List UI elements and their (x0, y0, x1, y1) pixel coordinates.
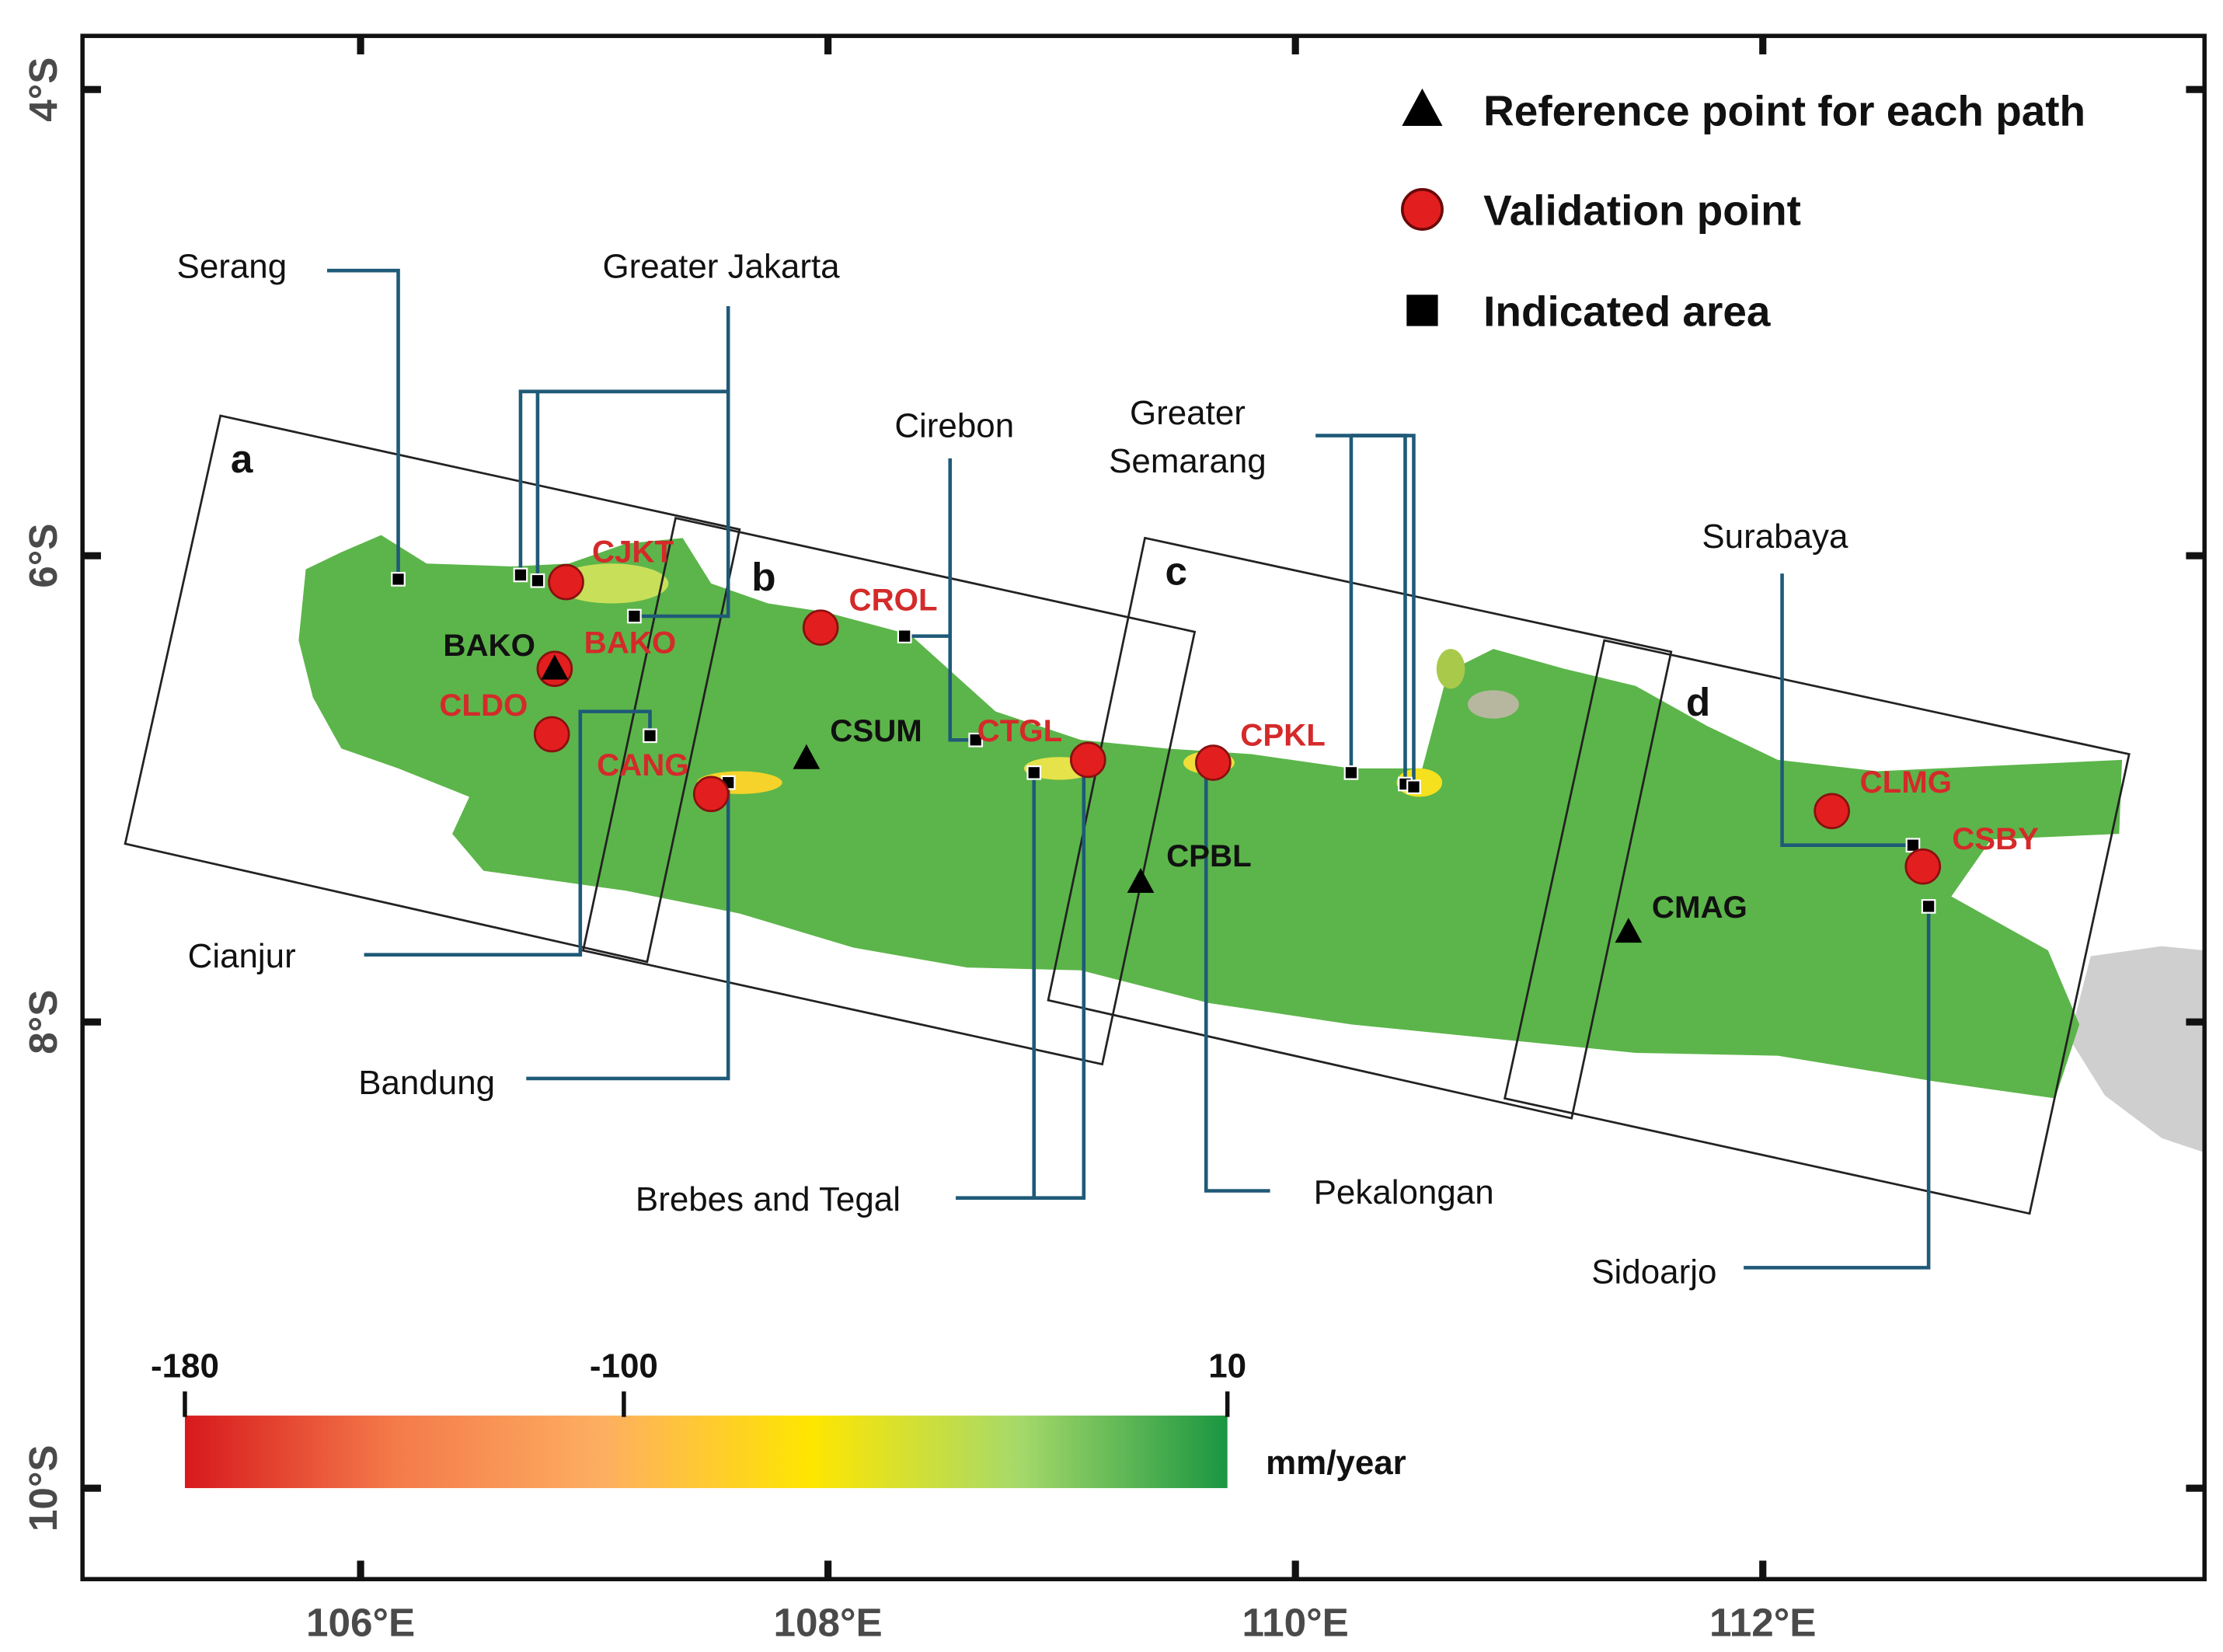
legend-square (1406, 295, 1438, 326)
validation-label: BAKO (584, 626, 677, 660)
map-frame (80, 33, 2207, 1581)
circle-marker (1195, 744, 1232, 781)
legend-label: Indicated area (1483, 288, 1771, 336)
area-label-line: Brebes and Tegal (636, 1180, 901, 1218)
legend-circle (1400, 188, 1444, 231)
x-tick-label: 110°E (1242, 1600, 1349, 1644)
square-marker (513, 567, 528, 583)
legend-label: Validation point (1483, 186, 1801, 235)
swath (581, 517, 1197, 1066)
area-label: Cianjur (188, 937, 296, 975)
reference-label: CSUM (830, 713, 922, 748)
colorbar-tick-label: -180 (151, 1347, 219, 1385)
square-marker (1921, 899, 1936, 914)
area-label: Bandung (358, 1064, 495, 1102)
x-tick-label: 108°E (774, 1600, 883, 1644)
y-tick-label: 4°S (21, 58, 65, 122)
area-label: Pekalongan (1314, 1173, 1494, 1211)
validation-label: CTGL (977, 713, 1063, 748)
island (298, 535, 2123, 1099)
square-marker (530, 573, 545, 588)
reference-label: CMAG (1652, 890, 1747, 925)
area-label-line: Greater (1130, 394, 1246, 432)
circle-marker (533, 716, 570, 753)
square-marker (1406, 779, 1421, 794)
square-marker (391, 572, 406, 587)
triangle-marker (541, 654, 569, 680)
symbols (533, 88, 1942, 943)
swath (1503, 639, 2131, 1215)
colorbar-tick-label: -100 (590, 1347, 658, 1385)
square-marker (1026, 765, 1042, 780)
leader-lines (327, 268, 1931, 1270)
colorbar-tick-label: 10 (1208, 1347, 1246, 1385)
y-tick-label: 6°S (21, 524, 65, 588)
path-label: b (751, 555, 775, 599)
area-label-line: Cirebon (894, 406, 1014, 444)
square-marker (643, 728, 657, 744)
area-label-line: Sidoarjo (1591, 1253, 1716, 1291)
colorbar (184, 1415, 1228, 1489)
validation-label: CPKL (1240, 718, 1326, 753)
circle-marker (802, 609, 839, 646)
terrain (2069, 946, 2205, 1153)
square-marker (627, 608, 642, 624)
circle-marker (692, 775, 730, 813)
area-markers (391, 567, 1936, 914)
triangle-marker (793, 744, 821, 769)
validation-label: CROL (849, 583, 938, 618)
area-label: Surabaya (1702, 518, 1848, 556)
area-label: Serang (177, 247, 287, 285)
path-label: a (231, 437, 253, 481)
square-marker (968, 732, 984, 748)
circle-marker (1904, 848, 1942, 885)
area-label: Greater Jakarta (602, 247, 840, 285)
reference-label: BAKO (443, 628, 535, 663)
colorbar-unit: mm/year (1266, 1444, 1406, 1482)
area-label-line: Pekalongan (1314, 1173, 1494, 1211)
area-label-line: Semarang (1109, 442, 1267, 480)
circle-marker (1069, 741, 1106, 779)
triangle-marker (1402, 88, 1443, 126)
path-label: c (1166, 549, 1188, 594)
x-tick-label: 112°E (1709, 1600, 1816, 1644)
legend-label: Reference point for each path (1483, 87, 2085, 135)
swath (124, 414, 741, 964)
area-label: Brebes and Tegal (636, 1180, 901, 1218)
area-label: Cirebon (894, 406, 1014, 444)
area-label-line: Surabaya (1702, 518, 1848, 556)
validation-label: CLDO (439, 688, 528, 723)
area-label-line: Bandung (358, 1064, 495, 1102)
area-label: Greater Semarang (1109, 394, 1267, 480)
y-tick-label: 10°S (21, 1445, 65, 1532)
area-label-line: Cianjur (188, 937, 296, 975)
square-marker (1343, 765, 1359, 780)
triangle-marker (1615, 918, 1643, 943)
swath (1047, 536, 1673, 1120)
circle-marker (548, 563, 584, 601)
validation-label: CLMG (1860, 765, 1953, 800)
validation-label: CJKT (592, 534, 674, 569)
square-marker (897, 629, 912, 643)
y-tick-label: 8°S (21, 990, 65, 1054)
reference-label: CPBL (1166, 838, 1252, 873)
triangle-marker (1127, 867, 1155, 894)
area-label: Sidoarjo (1591, 1253, 1716, 1291)
x-tick-label: 106°E (306, 1600, 415, 1644)
path-label: d (1686, 680, 1710, 724)
area-label-line: Greater Jakarta (602, 247, 840, 285)
area-label-line: Serang (177, 247, 287, 285)
validation-label: CSBY (1952, 821, 2039, 856)
circle-marker (1814, 793, 1850, 830)
validation-label: CANG (597, 748, 689, 782)
